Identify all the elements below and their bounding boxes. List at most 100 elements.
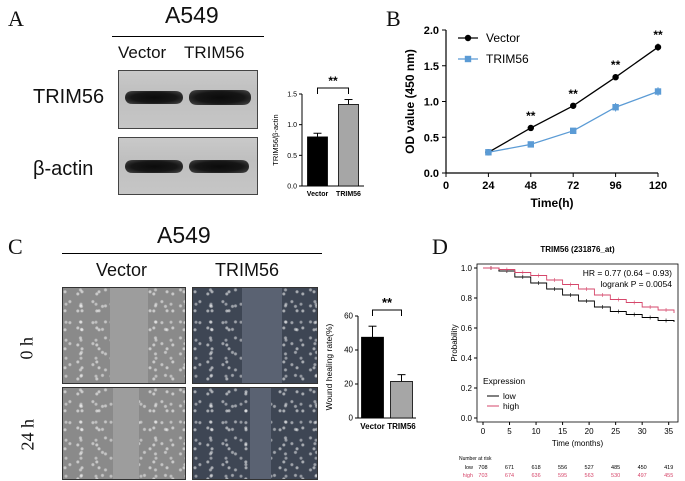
significance-label: ** [328, 74, 338, 88]
x-tick-label: 5 [507, 427, 512, 436]
panel-b-letter: B [386, 6, 401, 31]
scratch-gap [242, 288, 282, 383]
point-trim56 [570, 127, 577, 135]
x-tick-label: 10 [532, 427, 541, 436]
x-tick-label: 72 [567, 180, 579, 192]
risk-count: 556 [558, 465, 567, 471]
risk-count: 455 [664, 473, 673, 479]
chart-d-km: TRIM56 (231876_at) 0.0 0.2 0.4 0.6 0.8 1.0 0 5 10… [450, 245, 679, 479]
logrank-text: logrank P = 0.0054 [601, 279, 673, 289]
point-trim56 [612, 104, 619, 111]
y-tick-label: 40 [344, 346, 353, 355]
y-tick-label: 20 [344, 380, 353, 389]
scratch-gap [110, 288, 148, 383]
y-tick-label: 1.0 [287, 122, 297, 129]
legend-label-low: low [503, 391, 517, 401]
x-tick-label: 96 [609, 180, 621, 192]
row-label-0h: 0 h [16, 337, 37, 360]
x-tick-label: TRIM56 [387, 422, 416, 431]
risk-count: 674 [505, 473, 514, 479]
significance-label: ** [653, 28, 663, 42]
x-tick-label: 35 [664, 427, 673, 436]
wound-image-trim56-0h [192, 287, 318, 384]
legend-marker-vector [464, 34, 472, 42]
chart-b-line: 0.0 0.5 1.0 1.5 2.0 0 24 48 72 96 120 Time(h) OD val… [403, 25, 667, 210]
y-tick-label: 0.8 [461, 294, 473, 303]
row-label-trim56: TRIM56 [33, 86, 105, 108]
hazard-ratio-text: HR = 0.77 (0.64 − 0.93) [583, 268, 672, 278]
point-vector [527, 124, 534, 132]
y-axis-label: OD value (450 nm) [403, 49, 417, 154]
risk-count: 419 [664, 465, 673, 471]
western-blot-trim56 [118, 70, 258, 129]
chart-a-bar: 0.0 0.5 1.0 1.5 TRIM56/β-actin Vector TRIM56 ** [271, 74, 364, 198]
point-trim56 [485, 149, 492, 156]
risk-count: 497 [638, 473, 647, 479]
x-axis-label: Time(h) [530, 196, 573, 210]
risk-count: 708 [478, 465, 487, 471]
x-tick-label: 120 [649, 180, 667, 192]
y-tick-label: 0.5 [424, 132, 439, 144]
y-tick-label: 1.5 [287, 92, 297, 99]
legend-marker-trim56 [464, 55, 472, 63]
band-vector-trim56 [125, 91, 183, 104]
risk-count: 671 [505, 465, 514, 471]
y-tick-label: 60 [344, 312, 353, 321]
risk-count: 530 [611, 473, 620, 479]
risk-row-label-low: low [465, 465, 473, 471]
risk-count: 450 [638, 465, 647, 471]
y-tick-label: 1.5 [424, 61, 439, 73]
panel-a-title: A549 [165, 2, 219, 28]
panel-c-letter: C [8, 234, 23, 259]
panel-a-letter: A [8, 6, 24, 31]
legend-label-high: high [503, 401, 519, 411]
significance-bracket [317, 87, 349, 94]
y-tick-label: 2.0 [424, 25, 439, 37]
bar-vector [361, 336, 384, 419]
y-tick-label: 0.0 [461, 414, 473, 423]
chart-title: TRIM56 (231876_at) [540, 245, 615, 254]
risk-count: 703 [478, 473, 487, 479]
scratch-gap [113, 388, 139, 479]
panel-c-title-underline [62, 253, 322, 254]
x-tick-label: 0 [443, 180, 449, 192]
panel-c-title: A549 [157, 222, 211, 248]
x-tick-label: Vector [307, 191, 329, 198]
risk-count: 527 [585, 465, 594, 471]
x-tick-label: 15 [558, 427, 567, 436]
x-tick-label: TRIM56 [336, 191, 361, 198]
point-trim56 [654, 88, 662, 95]
lane-label-trim56: TRIM56 [184, 43, 245, 62]
risk-count: 618 [531, 465, 540, 471]
y-tick-label: 0 [349, 414, 354, 423]
bar-vector [307, 136, 328, 187]
significance-label: ** [569, 87, 579, 101]
y-tick-label: 0.0 [424, 168, 439, 180]
risk-count: 636 [531, 473, 540, 479]
legend-label-vector: Vector [486, 31, 520, 45]
y-tick-label: 0.2 [461, 384, 473, 393]
y-tick-label: 1.0 [461, 264, 473, 273]
column-label-vector: Vector [96, 260, 148, 280]
bar-trim56 [390, 381, 413, 419]
x-tick-label: 25 [611, 427, 620, 436]
y-axis-label: TRIM56/β-actin [271, 114, 280, 165]
x-tick-label: 30 [638, 427, 647, 436]
y-tick-label: 0.5 [287, 153, 297, 160]
y-tick-label: 0.0 [287, 184, 297, 191]
wound-image-vector-0h [62, 287, 186, 384]
point-vector [570, 102, 577, 109]
y-tick-label: 0.4 [461, 354, 473, 363]
risk-row-label-high: high [463, 473, 473, 479]
y-axis-label: Probability [450, 324, 459, 361]
band-trim56-trim56 [189, 90, 251, 105]
point-vector [612, 73, 619, 81]
panel-d-letter: D [432, 234, 448, 259]
survival-curve-low [483, 267, 675, 322]
legend-title: Expression [483, 376, 525, 386]
row-label-b-actin: β-actin [33, 158, 94, 180]
x-axis-label: Time (months) [552, 439, 604, 448]
risk-count: 595 [558, 473, 567, 479]
column-label-trim56: TRIM56 [215, 260, 280, 280]
